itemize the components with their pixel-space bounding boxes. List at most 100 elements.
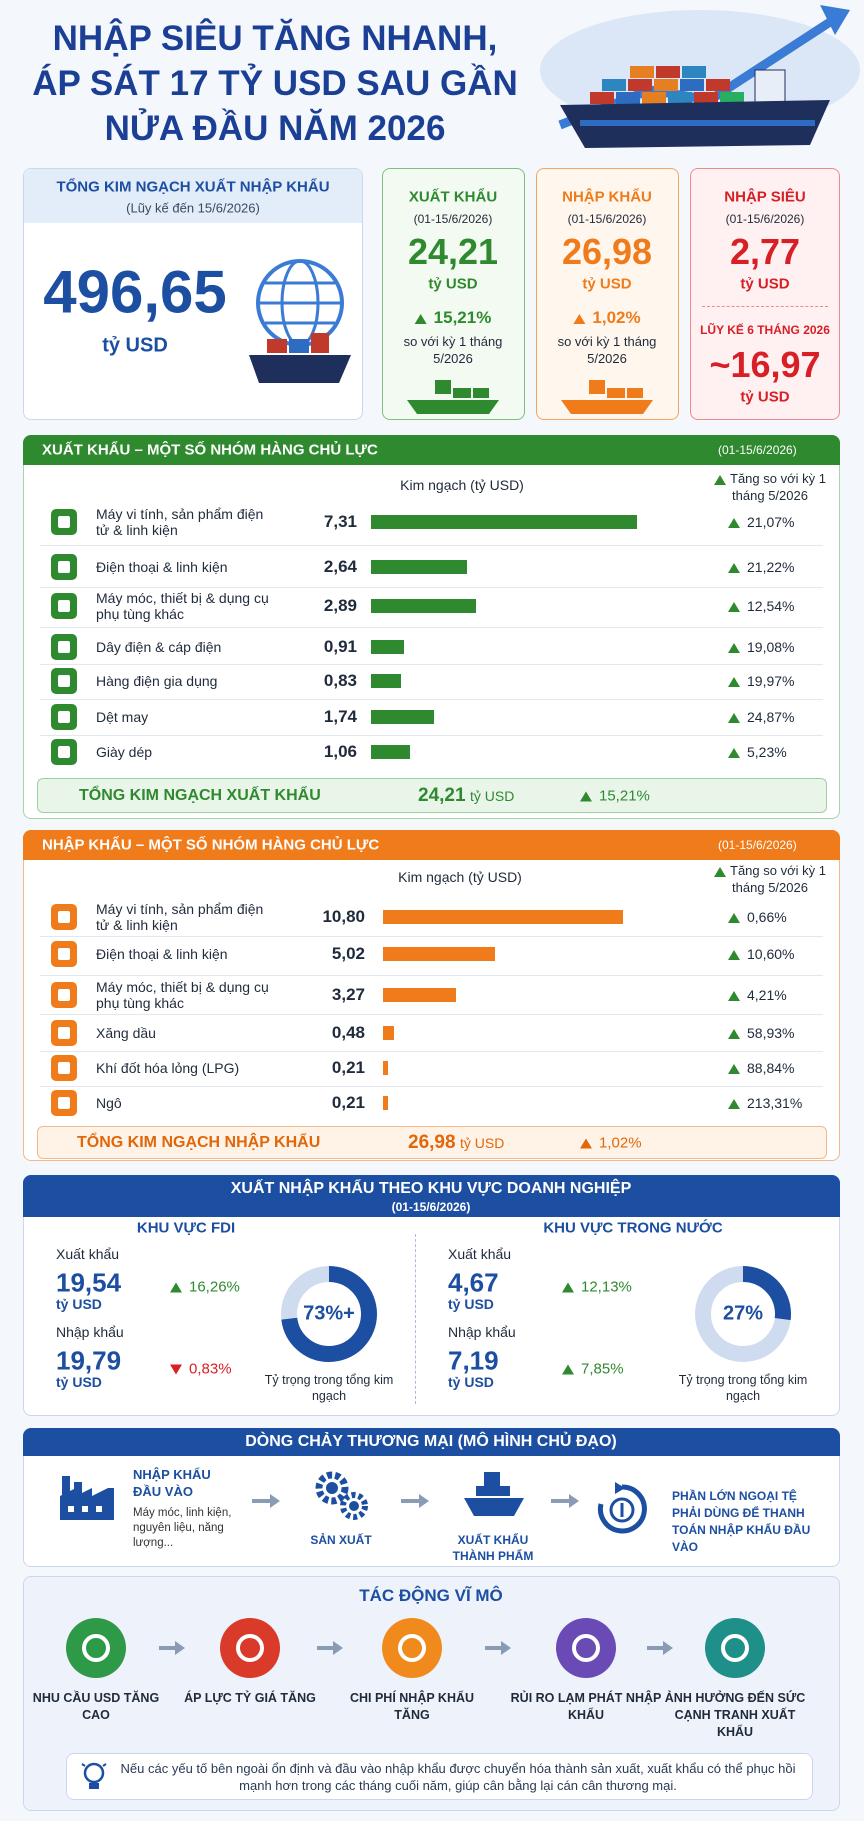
category-label: Xăng dầu (96, 1025, 156, 1041)
row-icon-inner (58, 516, 70, 528)
value-header: Kim ngạch (tỷ USD) (398, 869, 522, 885)
step-title: XUẤT KHẨU THÀNH PHẨM (452, 1533, 534, 1563)
cumulative-value: ~16,97 (709, 344, 821, 385)
section-period: (01-15/6/2026) (391, 1200, 471, 1214)
section-title: XUẤT NHẬP KHẨU THEO KHU VỰC DOANH NGHIỆP (230, 1180, 632, 1197)
impact-icon (382, 1618, 442, 1678)
arrow (401, 1494, 429, 1508)
row-icon-inner (58, 989, 70, 1001)
arrow (159, 1641, 185, 1655)
section-band (23, 1175, 840, 1217)
section-band (23, 1428, 840, 1456)
value-label: 10,80 (322, 907, 365, 926)
bar (383, 1026, 394, 1040)
change-header: Tăng so với kỳ 1 tháng 5/2026 (700, 862, 840, 896)
change-text: 0,66% (747, 909, 787, 925)
change-text: 1,02% (592, 308, 641, 327)
category-label: Điện thoại & linh kiện (96, 559, 228, 575)
category-label: Điện thoại & linh kiện (96, 946, 228, 962)
row-separator (40, 935, 823, 937)
total-value: 24,21 tỷ USD (418, 785, 514, 807)
up-arrow (728, 518, 740, 529)
row-icon-inner (58, 600, 70, 612)
arrow (485, 1641, 511, 1655)
row-separator (40, 974, 823, 976)
change: 21,22% (728, 559, 794, 575)
row-value: 4,67 (448, 1267, 499, 1298)
row-unit: tỷ USD (448, 1296, 494, 1312)
change-text: 12,54% (747, 598, 795, 614)
total-change: 15,21% (580, 788, 650, 805)
sector-name: KHU VỰC TRONG NƯỚC (543, 1219, 723, 1237)
row-value: 7,19 (448, 1345, 499, 1376)
section-band (23, 435, 840, 465)
row-icon-inner (58, 1097, 70, 1109)
change-text: 15,21% (599, 787, 650, 805)
category-label: Dệt may (96, 709, 149, 725)
icon-glyph (572, 1634, 600, 1662)
row-icon-inner (58, 948, 70, 960)
impact-label: ẢNH HƯỞNG ĐẾN SỨC CẠNH TRANH XUẤT KHẨU (664, 1691, 806, 1739)
impact-icon (705, 1618, 765, 1678)
change: 88,84% (728, 1060, 794, 1076)
row-separator (40, 699, 823, 700)
change-header-text: Tăng so với kỳ 1 tháng 5/2026 (730, 863, 826, 895)
divider (702, 306, 828, 307)
up-arrow (728, 643, 740, 654)
section-title: DÒNG CHẢY THƯƠNG MẠI (MÔ HÌNH CHỦ ĐẠO) (245, 1433, 617, 1450)
value-label: 7,31 (323, 512, 357, 531)
impact-label: ÁP LỰC TỶ GIÁ TĂNG (184, 1691, 316, 1705)
title-line: NHẬP SIÊU TĂNG NHANH, (52, 19, 498, 58)
change: 213,31% (728, 1095, 802, 1111)
bar (371, 599, 477, 613)
row-label: Nhập khẩu (56, 1324, 124, 1340)
category-label: Ngô (96, 1095, 122, 1111)
value-label: 1,06 (323, 742, 357, 761)
icon-circle (66, 1618, 126, 1678)
impact-icon (220, 1618, 280, 1678)
share-note: Tỷ trọng trong tổng kim ngạch (678, 1373, 808, 1403)
icon-glyph (398, 1634, 426, 1662)
row-label: Xuất khẩu (56, 1246, 120, 1262)
section-title: XUẤT KHẨU – MỘT SỐ NHÓM HÀNG CHỦ LỰC (42, 441, 378, 459)
title-line: ÁP SÁT 17 TỶ USD SAU GẦN (32, 64, 518, 103)
row-icon (51, 704, 77, 730)
row-change: 7,85% (562, 1361, 624, 1378)
arrow-head (501, 1641, 511, 1655)
value-label: 2,64 (323, 557, 357, 576)
row-icon-inner (58, 711, 70, 723)
total-row (37, 1126, 827, 1159)
share-label: 73%+ (303, 1302, 355, 1325)
deficit-card (690, 168, 840, 420)
ship-illustration (540, 5, 860, 148)
card-period: (01-15/6/2026) (567, 212, 647, 226)
row-separator (40, 1050, 823, 1052)
bar (383, 947, 495, 961)
row-icon-inner (58, 911, 70, 923)
up-arrow (728, 1099, 740, 1110)
icon-glyph (721, 1634, 749, 1662)
up-arrow (728, 677, 740, 688)
arrow (551, 1494, 579, 1508)
share-note: Tỷ trọng trong tổng kim ngạch (264, 1373, 394, 1403)
category-label: Khí đốt hóa lỏng (LPG) (96, 1060, 240, 1076)
category-label: Dây điện & cáp điện (96, 639, 222, 655)
section-title: NHẬP KHẨU – MỘT SỐ NHÓM HÀNG CHỦ LỰC (42, 836, 380, 854)
row-separator (40, 626, 823, 628)
ship-icon (464, 1472, 524, 1516)
total-row (37, 778, 827, 813)
change: 12,54% (728, 598, 794, 614)
row-icon-inner (58, 675, 70, 687)
change-text: 5,23% (747, 744, 787, 760)
card-title: NHẬP KHẨU (562, 188, 652, 206)
bulb-icon (81, 1762, 107, 1789)
bar (371, 710, 435, 724)
change-text: 0,83% (189, 1360, 232, 1378)
up-arrow (728, 563, 740, 574)
row-icon-inner (58, 1062, 70, 1074)
change: 5,23% (728, 744, 787, 760)
section-period: (01-15/6/2026) (718, 838, 797, 852)
down-arrow (170, 1364, 182, 1375)
bar (383, 1096, 388, 1110)
icon-glyph (236, 1634, 264, 1662)
